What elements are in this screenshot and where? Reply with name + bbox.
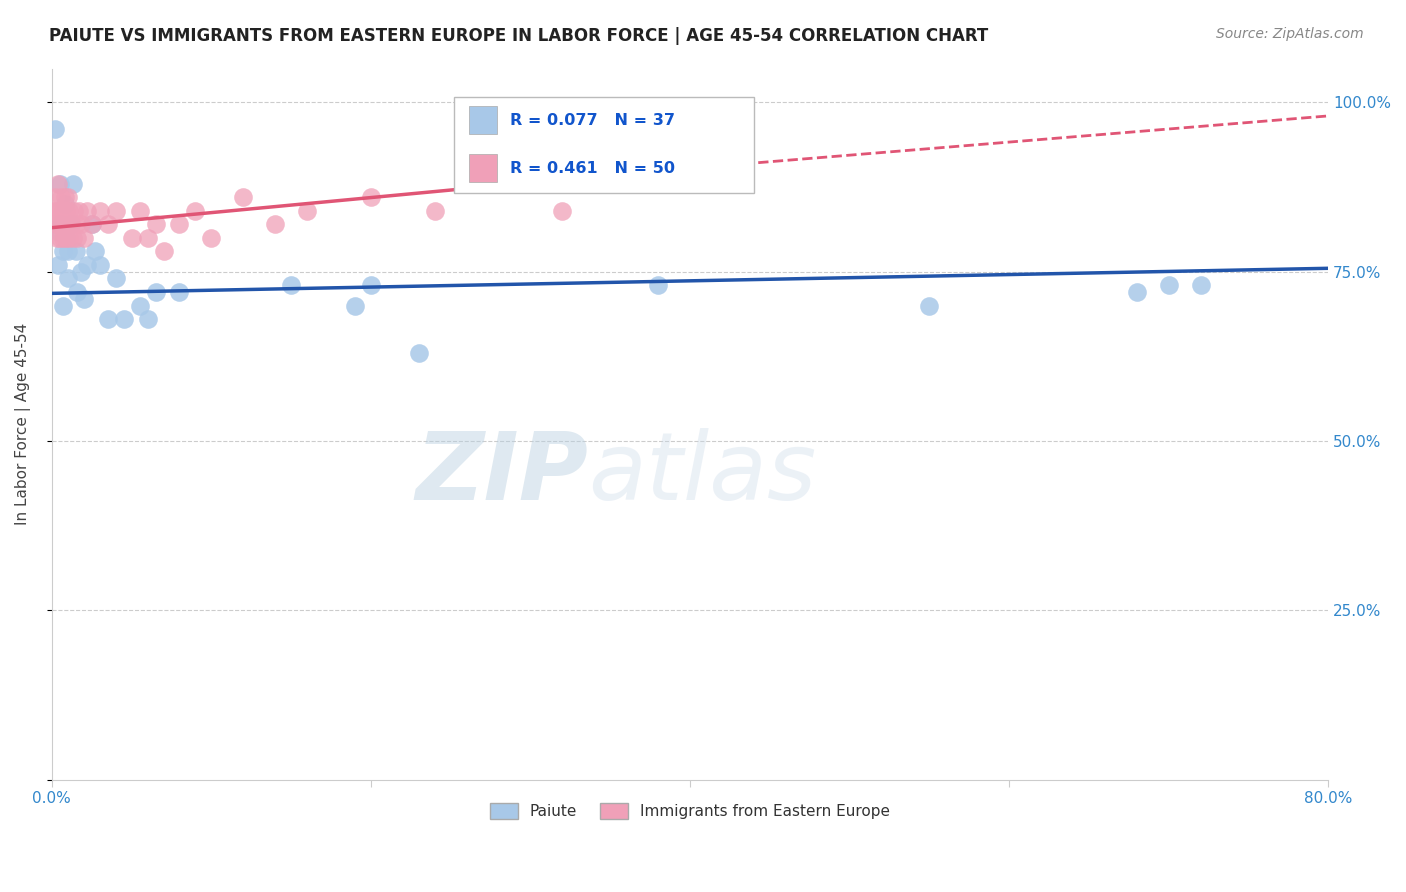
Y-axis label: In Labor Force | Age 45-54: In Labor Force | Age 45-54: [15, 323, 31, 525]
Point: [1157, 278, 1180, 293]
Point: [49, 217, 72, 231]
Point: [104, 271, 127, 285]
Point: [49, 231, 72, 245]
Point: [44, 122, 66, 136]
Point: [128, 299, 150, 313]
Point: [55, 231, 77, 245]
Text: atlas: atlas: [588, 428, 815, 519]
Point: [112, 312, 135, 326]
Point: [152, 244, 174, 259]
Point: [145, 285, 167, 299]
Point: [52, 203, 75, 218]
Point: [84, 244, 107, 259]
Point: [52, 244, 75, 259]
Point: [136, 312, 159, 326]
Point: [56, 190, 79, 204]
Text: R = 0.461   N = 50: R = 0.461 N = 50: [510, 161, 675, 176]
Point: [59, 217, 82, 231]
Legend: Paiute, Immigrants from Eastern Europe: Paiute, Immigrants from Eastern Europe: [484, 797, 896, 825]
Point: [59, 217, 82, 231]
Point: [551, 203, 574, 218]
Point: [56, 217, 79, 231]
Point: [45, 224, 67, 238]
Point: [45, 231, 67, 245]
Point: [55, 203, 77, 218]
Point: [44, 190, 66, 204]
Point: [89, 258, 111, 272]
Point: [918, 299, 941, 313]
Point: [1125, 285, 1147, 299]
Point: [343, 299, 366, 313]
Point: [408, 346, 430, 360]
Point: [46, 258, 69, 272]
Point: [488, 177, 510, 191]
Point: [56, 244, 79, 259]
Point: [184, 203, 207, 218]
Text: Source: ZipAtlas.com: Source: ZipAtlas.com: [1216, 27, 1364, 41]
Point: [58, 231, 80, 245]
Point: [73, 292, 96, 306]
Point: [200, 231, 222, 245]
Point: [89, 203, 111, 218]
Point: [44, 217, 66, 231]
Point: [1189, 278, 1212, 293]
Point: [76, 203, 98, 218]
Point: [53, 190, 76, 204]
Point: [169, 285, 191, 299]
Point: [360, 278, 382, 293]
Text: PAIUTE VS IMMIGRANTS FROM EASTERN EUROPE IN LABOR FORCE | AGE 45-54 CORRELATION : PAIUTE VS IMMIGRANTS FROM EASTERN EUROPE…: [49, 27, 988, 45]
Point: [53, 217, 76, 231]
Point: [66, 285, 89, 299]
Point: [295, 203, 318, 218]
Point: [53, 197, 76, 211]
Point: [80, 217, 103, 231]
Point: [67, 203, 90, 218]
Point: [65, 244, 87, 259]
Point: [69, 217, 91, 231]
Point: [49, 177, 72, 191]
Point: [73, 231, 96, 245]
Point: [76, 258, 98, 272]
Point: [65, 217, 87, 231]
Point: [69, 265, 91, 279]
Point: [52, 231, 75, 245]
Point: [58, 203, 80, 218]
Point: [52, 299, 75, 313]
Point: [51, 217, 73, 231]
Point: [42, 203, 65, 218]
Text: ZIP: ZIP: [415, 428, 588, 520]
Point: [62, 231, 84, 245]
FancyBboxPatch shape: [470, 106, 498, 135]
Point: [232, 190, 254, 204]
Text: R = 0.077   N = 37: R = 0.077 N = 37: [510, 112, 675, 128]
Point: [136, 231, 159, 245]
Point: [51, 190, 73, 204]
Point: [264, 217, 287, 231]
Point: [66, 231, 89, 245]
Point: [614, 177, 637, 191]
Point: [46, 177, 69, 191]
Point: [647, 278, 669, 293]
Point: [63, 203, 86, 218]
Point: [62, 177, 84, 191]
Point: [55, 231, 77, 245]
Point: [360, 190, 382, 204]
Point: [56, 271, 79, 285]
Point: [280, 278, 302, 293]
Point: [45, 203, 67, 218]
Point: [80, 217, 103, 231]
Point: [46, 217, 69, 231]
Point: [97, 217, 120, 231]
FancyBboxPatch shape: [470, 153, 498, 182]
Point: [128, 203, 150, 218]
FancyBboxPatch shape: [454, 97, 754, 193]
Point: [169, 217, 191, 231]
Point: [121, 231, 143, 245]
Point: [104, 203, 127, 218]
Point: [145, 217, 167, 231]
Point: [423, 203, 446, 218]
Point: [49, 203, 72, 218]
Point: [97, 312, 120, 326]
